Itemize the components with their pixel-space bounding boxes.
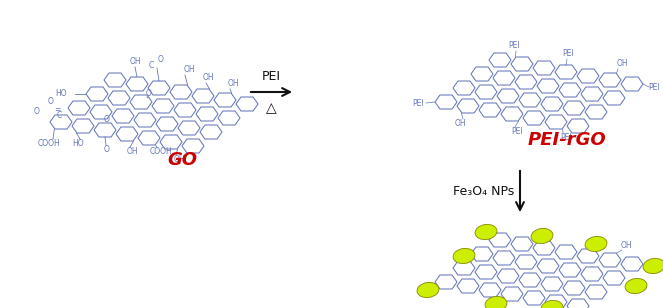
Text: OH: OH [126,148,138,156]
Text: GO: GO [167,151,197,169]
Text: O: O [104,145,110,155]
Text: PEI-rGO: PEI-rGO [528,131,606,149]
Text: HO: HO [56,90,67,99]
Text: PEI: PEI [648,83,660,92]
Text: COOH: COOH [150,148,172,156]
Text: O: O [48,98,54,107]
Text: OH: OH [183,66,195,75]
Text: OH: OH [454,120,466,128]
Text: C: C [149,62,154,71]
Text: PEI: PEI [262,70,281,83]
Text: OH: OH [129,58,141,67]
Text: O: O [104,116,110,124]
Text: OH: OH [202,74,213,83]
Ellipse shape [625,278,647,294]
Text: HO: HO [72,140,84,148]
Text: PEI: PEI [412,99,424,108]
Text: OH: OH [486,303,498,308]
Ellipse shape [417,282,439,298]
Ellipse shape [453,249,475,264]
Ellipse shape [485,296,507,308]
Text: OH: OH [620,241,632,250]
Text: OH: OH [616,59,628,68]
Text: O: O [34,107,40,116]
Ellipse shape [475,225,497,240]
Text: PEI: PEI [562,50,573,59]
Ellipse shape [643,258,663,274]
Text: O: O [158,55,164,64]
Text: O: O [146,90,152,99]
Text: OH: OH [173,156,185,164]
Ellipse shape [585,237,607,252]
Text: PEI: PEI [560,133,572,143]
Text: PEI: PEI [511,128,523,136]
Text: C: C [56,111,62,120]
Text: =: = [54,106,60,115]
Text: △: △ [266,101,277,115]
Ellipse shape [541,300,563,308]
Text: Fe₃O₄ NPs: Fe₃O₄ NPs [453,185,514,198]
Text: PEI: PEI [508,42,520,51]
Text: OH: OH [227,79,239,88]
Ellipse shape [531,229,553,244]
Text: COOH: COOH [38,140,60,148]
